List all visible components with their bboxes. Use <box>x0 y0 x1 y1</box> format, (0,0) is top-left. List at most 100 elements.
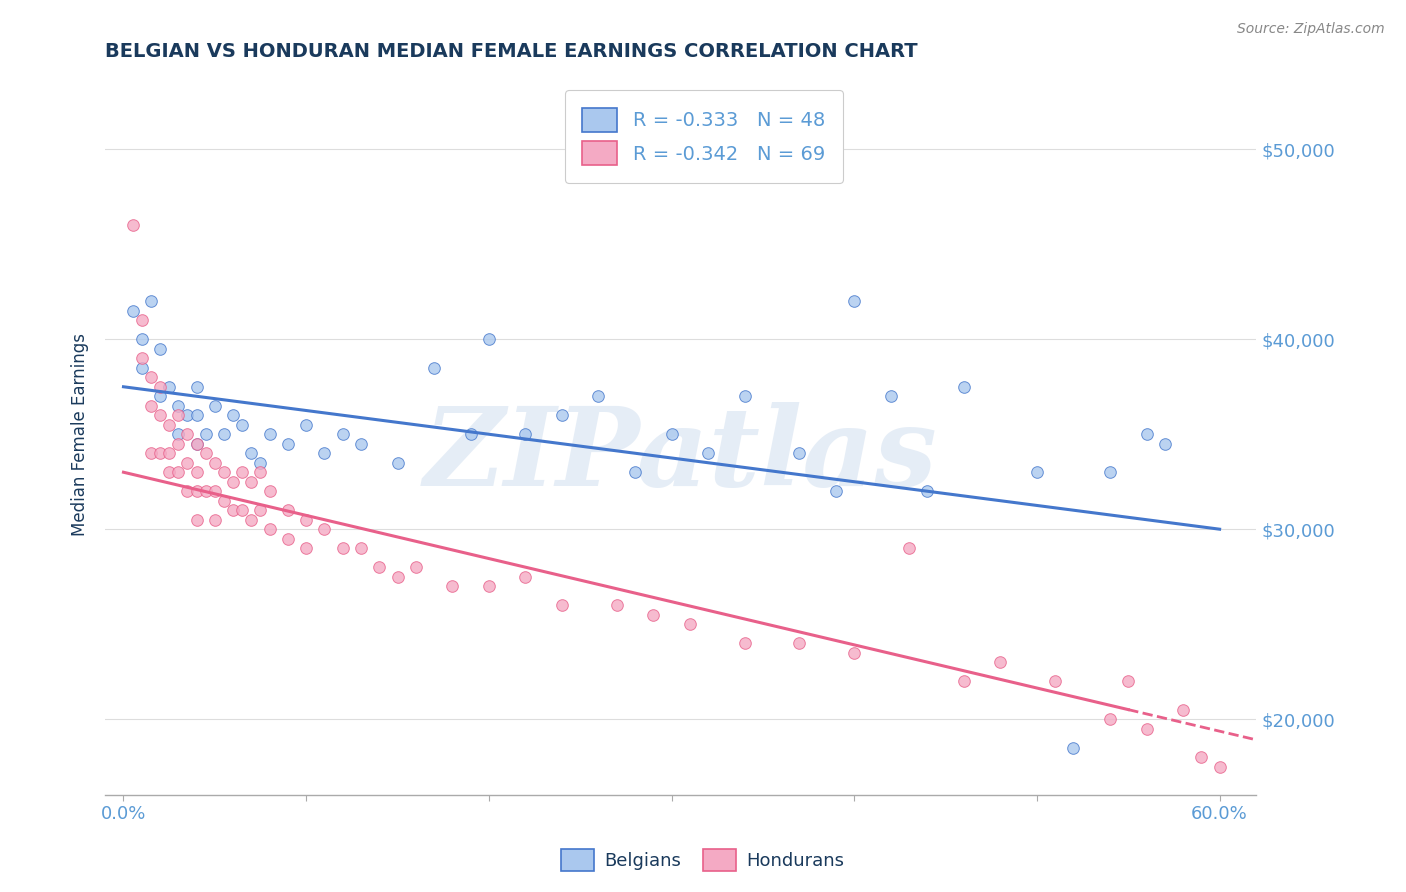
Point <box>149 409 172 423</box>
Point <box>441 579 464 593</box>
Point <box>121 219 143 233</box>
Point <box>1189 750 1212 764</box>
Point <box>231 465 253 479</box>
Point <box>405 560 427 574</box>
Point <box>259 522 281 536</box>
Point <box>1025 465 1047 479</box>
Point <box>734 636 756 650</box>
Point <box>186 465 208 479</box>
Point <box>204 456 226 470</box>
Point <box>176 409 198 423</box>
Point <box>212 465 235 479</box>
Point <box>222 503 245 517</box>
Point <box>240 446 263 460</box>
Text: Source: ZipAtlas.com: Source: ZipAtlas.com <box>1237 22 1385 37</box>
Point <box>139 370 162 384</box>
Point <box>212 427 235 442</box>
Point <box>222 475 245 489</box>
Point <box>176 427 198 442</box>
Point <box>212 493 235 508</box>
Point <box>332 541 354 556</box>
Point <box>1116 674 1139 689</box>
Y-axis label: Median Female Earnings: Median Female Earnings <box>72 333 89 536</box>
Point <box>624 465 647 479</box>
Point <box>157 417 180 432</box>
Point <box>277 532 299 546</box>
Point <box>157 446 180 460</box>
Legend: Belgians, Hondurans: Belgians, Hondurans <box>554 842 852 879</box>
Point <box>204 399 226 413</box>
Point <box>734 389 756 403</box>
Point <box>131 313 153 327</box>
Point <box>186 436 208 450</box>
Point <box>149 342 172 356</box>
Point <box>194 484 217 499</box>
Point <box>131 332 153 346</box>
Point <box>295 541 318 556</box>
Point <box>515 427 537 442</box>
Point <box>194 446 217 460</box>
Point <box>186 484 208 499</box>
Point <box>1062 740 1084 755</box>
Point <box>249 503 271 517</box>
Point <box>314 522 336 536</box>
Point <box>460 427 482 442</box>
Point <box>231 417 253 432</box>
Point <box>231 503 253 517</box>
Point <box>167 399 190 413</box>
Point <box>1098 465 1121 479</box>
Point <box>1135 722 1157 736</box>
Point <box>1098 712 1121 726</box>
Point <box>204 484 226 499</box>
Point <box>149 380 172 394</box>
Point <box>478 332 501 346</box>
Point <box>1208 759 1230 773</box>
Point <box>240 513 263 527</box>
Point <box>350 541 373 556</box>
Point <box>1171 703 1194 717</box>
Point <box>789 446 811 460</box>
Point <box>149 446 172 460</box>
Point <box>295 513 318 527</box>
Point <box>661 427 683 442</box>
Point <box>844 294 866 309</box>
Point <box>186 409 208 423</box>
Point <box>167 436 190 450</box>
Point <box>131 351 153 366</box>
Point <box>825 484 848 499</box>
Point <box>350 436 373 450</box>
Point <box>697 446 720 460</box>
Point <box>588 389 610 403</box>
Point <box>186 436 208 450</box>
Point <box>194 427 217 442</box>
Point <box>222 409 245 423</box>
Point <box>167 409 190 423</box>
Point <box>515 569 537 583</box>
Text: ZIPatlas: ZIPatlas <box>423 402 938 509</box>
Point <box>131 360 153 375</box>
Point <box>259 427 281 442</box>
Point <box>121 303 143 318</box>
Point <box>368 560 391 574</box>
Point <box>387 569 409 583</box>
Text: BELGIAN VS HONDURAN MEDIAN FEMALE EARNINGS CORRELATION CHART: BELGIAN VS HONDURAN MEDIAN FEMALE EARNIN… <box>105 42 918 61</box>
Point <box>139 294 162 309</box>
Point <box>387 456 409 470</box>
Point <box>679 617 702 632</box>
Point <box>880 389 903 403</box>
Point <box>844 646 866 660</box>
Point <box>139 446 162 460</box>
Point <box>789 636 811 650</box>
Point <box>176 484 198 499</box>
Point <box>157 465 180 479</box>
Point <box>953 380 976 394</box>
Point <box>167 427 190 442</box>
Point <box>478 579 501 593</box>
Point <box>204 513 226 527</box>
Point <box>259 484 281 499</box>
Point <box>277 503 299 517</box>
Point <box>240 475 263 489</box>
Point <box>176 456 198 470</box>
Point <box>249 456 271 470</box>
Point <box>149 389 172 403</box>
